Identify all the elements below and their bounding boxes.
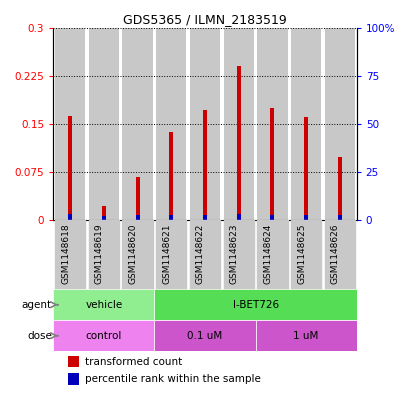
- Bar: [270, 108, 274, 220]
- Bar: [303, 118, 308, 220]
- Text: GSM1148618: GSM1148618: [61, 224, 70, 285]
- Bar: [135, 176, 139, 220]
- Bar: [324, 220, 354, 289]
- Bar: [88, 28, 119, 220]
- Bar: [189, 220, 220, 289]
- Text: dose: dose: [27, 331, 52, 341]
- Text: percentile rank within the sample: percentile rank within the sample: [85, 374, 261, 384]
- Bar: [270, 215, 274, 220]
- Bar: [68, 356, 79, 367]
- Bar: [156, 28, 186, 220]
- Bar: [156, 220, 186, 289]
- Text: GSM1148620: GSM1148620: [128, 224, 137, 284]
- Bar: [223, 220, 253, 289]
- Bar: [55, 28, 85, 220]
- Bar: [154, 289, 356, 320]
- Text: GSM1148619: GSM1148619: [94, 224, 103, 285]
- Text: GSM1148625: GSM1148625: [297, 224, 306, 284]
- Bar: [236, 214, 240, 220]
- Text: GSM1148623: GSM1148623: [229, 224, 238, 284]
- Bar: [68, 214, 72, 220]
- Bar: [88, 220, 119, 289]
- Bar: [169, 132, 173, 220]
- Bar: [53, 320, 154, 351]
- Bar: [135, 215, 139, 220]
- Bar: [337, 215, 341, 220]
- Text: 0.1 uM: 0.1 uM: [187, 331, 222, 341]
- Bar: [324, 28, 354, 220]
- Text: transformed count: transformed count: [85, 357, 182, 367]
- Bar: [290, 28, 321, 220]
- Bar: [122, 220, 153, 289]
- Title: GDS5365 / ILMN_2183519: GDS5365 / ILMN_2183519: [123, 13, 286, 26]
- Bar: [223, 28, 253, 220]
- Bar: [202, 110, 207, 220]
- Bar: [101, 206, 106, 220]
- Bar: [256, 220, 287, 289]
- Bar: [101, 217, 106, 220]
- Bar: [68, 116, 72, 220]
- Text: GSM1148622: GSM1148622: [196, 224, 204, 284]
- Bar: [256, 28, 287, 220]
- Bar: [53, 289, 154, 320]
- Bar: [337, 157, 341, 220]
- Text: 1 uM: 1 uM: [293, 331, 318, 341]
- Bar: [122, 28, 153, 220]
- Text: GSM1148626: GSM1148626: [330, 224, 339, 284]
- Text: GSM1148621: GSM1148621: [162, 224, 171, 284]
- Text: vehicle: vehicle: [85, 300, 122, 310]
- Bar: [255, 320, 356, 351]
- Text: control: control: [85, 331, 122, 341]
- Bar: [303, 215, 308, 220]
- Bar: [68, 373, 79, 384]
- Text: GSM1148624: GSM1148624: [263, 224, 272, 284]
- Bar: [55, 220, 85, 289]
- Text: agent: agent: [22, 300, 52, 310]
- Bar: [154, 320, 255, 351]
- Bar: [236, 66, 240, 220]
- Bar: [202, 215, 207, 220]
- Text: I-BET726: I-BET726: [232, 300, 278, 310]
- Bar: [290, 220, 321, 289]
- Bar: [169, 215, 173, 220]
- Bar: [189, 28, 220, 220]
